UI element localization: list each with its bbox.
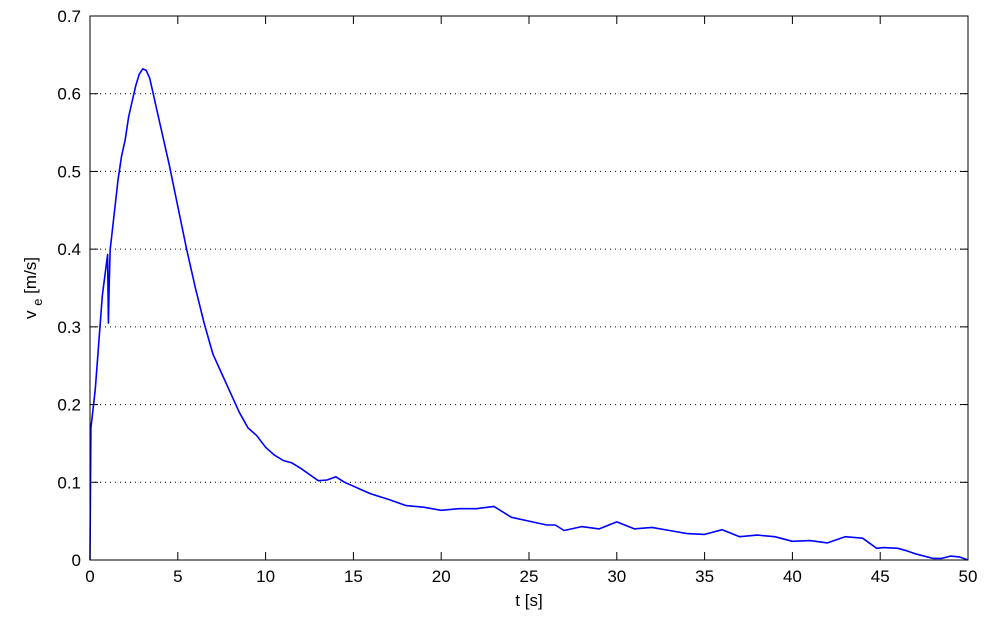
y-tick-label: 0.5 — [57, 162, 81, 181]
axis-ticks — [89, 15, 969, 561]
x-tick-label: 30 — [607, 567, 626, 586]
y-tick-label: 0.4 — [57, 240, 81, 259]
x-tick-label: 20 — [432, 567, 451, 586]
y-tick-label: 0.1 — [57, 473, 81, 492]
y-axis-label-main: v — [21, 310, 40, 319]
y-tick-label: 0.3 — [57, 318, 81, 337]
x-tick-label: 15 — [344, 567, 363, 586]
x-tick-label: 40 — [783, 567, 802, 586]
y-tick-label: 0.2 — [57, 396, 81, 415]
svg-text:v e [m/s]: v e [m/s] — [21, 257, 46, 319]
series-line — [89, 68, 969, 561]
x-tick-label: 10 — [256, 567, 275, 586]
grid-lines — [90, 93, 968, 483]
x-tick-label: 45 — [871, 567, 890, 586]
x-tick-label: 50 — [959, 567, 978, 586]
x-tick-labels: 0 5 10 15 20 25 30 35 40 45 50 — [85, 567, 977, 586]
y-tick-label: 0 — [72, 551, 81, 570]
y-tick-label: 0.7 — [57, 7, 81, 26]
series-layer — [89, 68, 969, 561]
y-axis-label: v e [m/s] — [21, 257, 46, 319]
plot-frame — [89, 15, 969, 561]
x-tick-label: 0 — [85, 567, 94, 586]
x-tick-label: 25 — [520, 567, 539, 586]
x-tick-label: 5 — [173, 567, 182, 586]
x-axis-label: t [s] — [515, 591, 542, 610]
y-tick-labels: 0 0.1 0.2 0.3 0.4 0.5 0.6 0.7 — [57, 7, 81, 570]
y-axis-label-unit: [m/s] — [21, 257, 40, 294]
y-axis-label-subscript: e — [30, 299, 45, 306]
x-tick-label: 35 — [695, 567, 714, 586]
y-tick-label: 0.6 — [57, 85, 81, 104]
